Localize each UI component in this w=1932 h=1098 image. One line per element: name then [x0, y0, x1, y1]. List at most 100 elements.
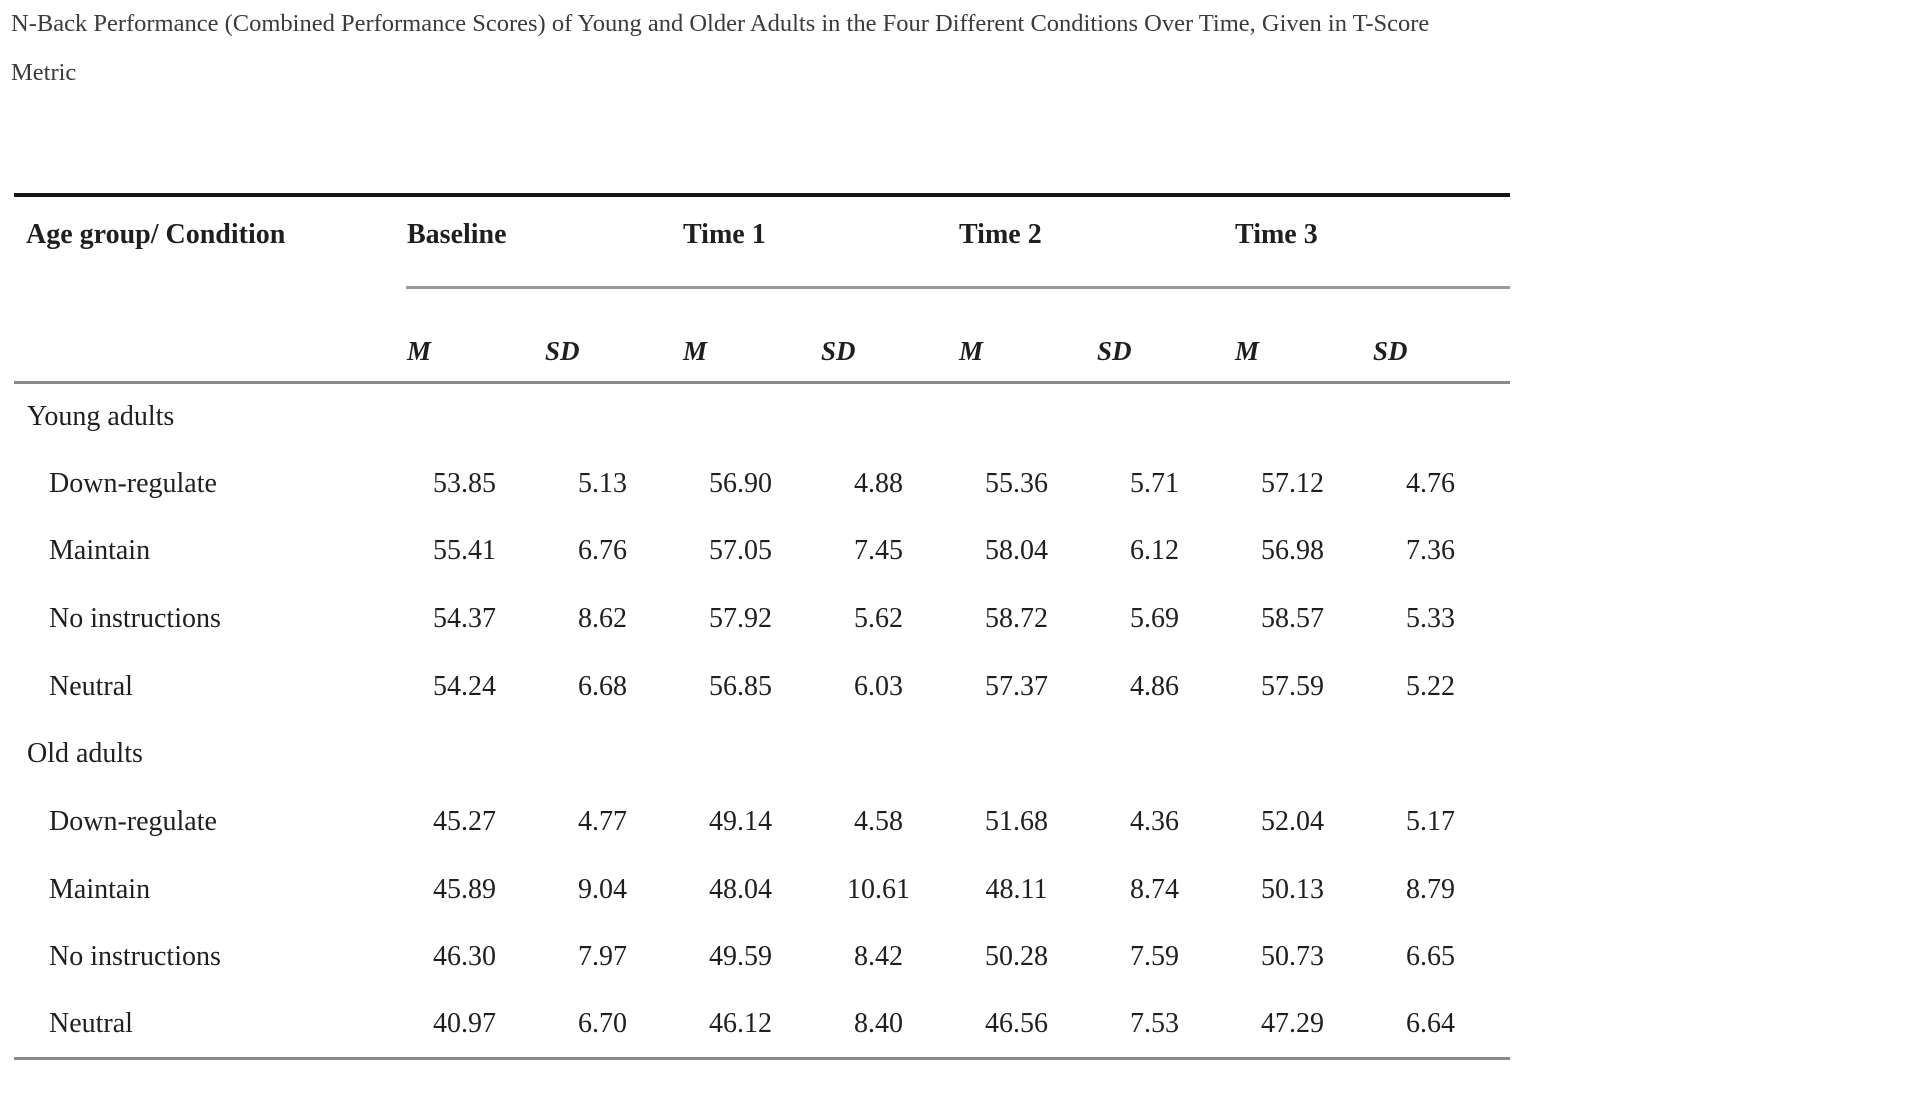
table-title: N-Back Performance (Combined Performance… — [11, 0, 1429, 97]
value-cell: 40.97 — [433, 1008, 496, 1040]
col-header-time-2: Time 2 — [958, 195, 1235, 289]
value-cell: 7.59 — [1130, 941, 1180, 973]
value-cell: 46.56 — [985, 1008, 1049, 1040]
value-cell: 49.14 — [709, 805, 772, 837]
value-cell: 5.71 — [1130, 467, 1180, 499]
value-cell: 56.85 — [709, 670, 772, 702]
value-cell: 6.76 — [578, 535, 627, 567]
value-cell: 4.88 — [854, 467, 903, 499]
value-cell: 5.62 — [854, 602, 903, 634]
subheader-sd-time-1: SD — [820, 287, 959, 384]
value-cell: 7.53 — [1130, 1008, 1180, 1040]
value-cell: 58.57 — [1261, 602, 1325, 634]
condition-label: No instructions — [49, 602, 221, 634]
condition-label: Neutral — [49, 1008, 133, 1040]
data-row-young-adults-no-instructions: No instructions 54.37 8.62 57.92 5.62 58.72 5.… — [14, 585, 1510, 653]
group-label-young-adults: Young adults — [27, 400, 175, 432]
condition-label: No instructions — [49, 941, 221, 973]
value-cell: 57.37 — [985, 670, 1049, 702]
value-cell: 57.12 — [1261, 467, 1325, 499]
value-cell: 8.79 — [1406, 873, 1456, 905]
col-header-baseline: Baseline — [406, 195, 682, 289]
value-cell: 53.85 — [433, 467, 496, 499]
value-cell: 58.04 — [985, 535, 1049, 567]
value-cell: 4.58 — [854, 805, 903, 837]
condition-label: Down-regulate — [49, 805, 217, 837]
value-cell: 50.13 — [1261, 873, 1325, 905]
group-row-young-adults: Young adults — [14, 382, 1510, 450]
value-cell: 48.11 — [985, 873, 1048, 905]
value-cell: 50.28 — [985, 941, 1049, 973]
value-cell: 6.12 — [1130, 535, 1180, 567]
condition-label: Down-regulate — [49, 467, 217, 499]
value-cell: 45.89 — [433, 873, 496, 905]
subheader-m-time-1: M — [682, 287, 820, 384]
value-cell: 48.04 — [709, 873, 772, 905]
value-cell: 10.61 — [847, 873, 910, 905]
value-cell: 4.76 — [1406, 467, 1456, 499]
group-row-old-adults: Old adults — [14, 720, 1510, 788]
value-cell: 56.90 — [709, 467, 772, 499]
condition-label: Maintain — [49, 535, 151, 567]
value-cell: 52.04 — [1261, 805, 1325, 837]
value-cell: 6.03 — [854, 670, 903, 702]
value-cell: 6.70 — [578, 1008, 627, 1040]
col-header-age-group-condition: Age group/ Condition — [14, 195, 406, 384]
value-cell: 6.64 — [1406, 1008, 1456, 1040]
value-cell: 5.17 — [1406, 805, 1456, 837]
subheader-sd-time-3: SD — [1372, 287, 1511, 384]
value-cell: 8.42 — [854, 941, 903, 973]
table-title-line-1: N-Back Performance (Combined Performance… — [11, 10, 1430, 37]
value-cell: 55.36 — [985, 467, 1049, 499]
value-cell: 6.68 — [578, 670, 627, 702]
subheader-row: M SD M SD M SD M SD — [14, 287, 1511, 384]
value-cell: 56.98 — [1261, 535, 1325, 567]
value-cell: 46.12 — [709, 1008, 772, 1040]
value-cell: 57.59 — [1261, 670, 1325, 702]
condition-label: Neutral — [49, 670, 133, 702]
data-row-old-adults-maintain: Maintain 45.89 9.04 48.04 10.61 48.11 8.74 50.1… — [14, 856, 1510, 924]
value-cell: 55.41 — [433, 535, 496, 567]
subheader-m-time-2: M — [958, 287, 1097, 384]
value-cell: 5.33 — [1406, 602, 1456, 634]
value-cell: 4.86 — [1130, 670, 1180, 702]
value-cell: 47.29 — [1261, 1008, 1325, 1040]
condition-label: Maintain — [49, 873, 151, 905]
value-cell: 5.69 — [1130, 602, 1180, 634]
table-body: Young adults Down-regulate 53.85 5.13 56.90 4… — [14, 382, 1510, 1059]
value-cell: 7.45 — [854, 535, 903, 567]
data-row-young-adults-maintain: Maintain 55.41 6.76 57.05 7.45 58.04 6.12 56.98… — [14, 517, 1510, 585]
col-header-time-3: Time 3 — [1234, 195, 1511, 289]
data-row-old-adults-neutral: Neutral 40.97 6.70 46.12 8.40 46.56 7.53 47.29 6… — [14, 991, 1510, 1059]
subheader-m-baseline: M — [406, 287, 544, 384]
value-cell: 8.74 — [1130, 873, 1180, 905]
value-cell: 6.65 — [1406, 941, 1456, 973]
subheader-m-time-3: M — [1234, 287, 1373, 384]
data-row-old-adults-down-regulate: Down-regulate 45.27 4.77 49.14 4.58 51.68 4.36… — [14, 788, 1510, 856]
value-cell: 5.13 — [578, 467, 627, 499]
group-header-row: Age group/ Condition Baseline Time 1 Tim… — [14, 195, 1511, 384]
subheader-sd-time-2: SD — [1096, 287, 1235, 384]
value-cell: 58.72 — [985, 602, 1049, 634]
data-row-old-adults-no-instructions: No instructions 46.30 7.97 49.59 8.42 50.28 7.… — [14, 924, 1510, 992]
results-table: Age group/ Condition Baseline Time 1 Tim… — [14, 193, 1511, 1061]
value-cell: 45.27 — [433, 805, 496, 837]
col-header-time-1: Time 1 — [682, 195, 959, 289]
value-cell: 5.22 — [1406, 670, 1456, 702]
value-cell: 46.30 — [433, 941, 496, 973]
data-row-young-adults-neutral: Neutral 54.24 6.68 56.85 6.03 57.37 4.86 57.59 5… — [14, 653, 1510, 721]
value-cell: 49.59 — [709, 941, 772, 973]
value-cell: 51.68 — [985, 805, 1049, 837]
value-cell: 7.97 — [578, 941, 627, 973]
value-cell: 57.92 — [709, 602, 772, 634]
value-cell: 54.37 — [433, 602, 496, 634]
value-cell: 54.24 — [433, 670, 496, 702]
table-title-line-2: Metric — [11, 58, 77, 86]
data-row-young-adults-down-regulate: Down-regulate 53.85 5.13 56.90 4.88 55.36 5.71… — [14, 450, 1510, 518]
value-cell: 7.36 — [1406, 535, 1456, 567]
value-cell: 4.36 — [1130, 805, 1180, 837]
value-cell: 9.04 — [578, 873, 627, 905]
subheader-sd-baseline: SD — [544, 287, 682, 384]
value-cell: 50.73 — [1261, 941, 1325, 973]
